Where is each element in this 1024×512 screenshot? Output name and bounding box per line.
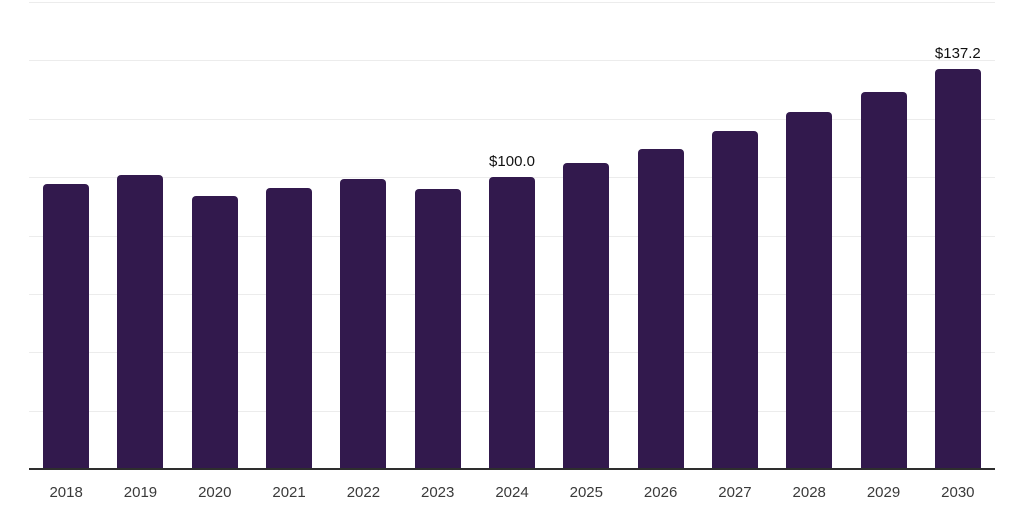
bar-2018 [43, 183, 90, 469]
gridline-y160 [29, 2, 995, 3]
gridline-y120 [29, 118, 995, 120]
bar-2023 [414, 189, 461, 469]
x-tick-label-2023: 2023 [421, 484, 455, 501]
bar-2020 [191, 196, 238, 469]
x-tick-label-2024: 2024 [495, 484, 529, 501]
x-tick-label-2026: 2026 [643, 484, 678, 501]
x-tick-label-2027: 2027 [718, 484, 752, 501]
x-tick-label-2028: 2028 [792, 484, 826, 501]
gridline-y140 [29, 60, 995, 62]
bar-2021 [266, 188, 313, 469]
x-tick-label-2019: 2019 [123, 484, 158, 501]
x-tick-label-2025: 2025 [569, 484, 603, 501]
bar-2024 [489, 177, 535, 469]
bar-2019 [117, 175, 164, 469]
bar-2026 [637, 149, 684, 469]
x-tick-label-2020: 2020 [198, 484, 232, 501]
bar-2028 [786, 112, 833, 469]
bar-2025 [563, 163, 610, 469]
bar-2030 [934, 68, 981, 469]
x-axis-line [29, 468, 995, 470]
bar-2029 [860, 91, 907, 469]
bar-2022 [340, 178, 387, 469]
x-tick-label-2018: 2018 [49, 484, 83, 501]
bar-2027 [711, 131, 758, 469]
value-label-2024: $100.0 [489, 153, 535, 171]
x-tick-label-2030: 2030 [941, 484, 975, 501]
x-tick-label-2021: 2021 [272, 484, 306, 501]
x-tick-label-2029: 2029 [866, 484, 901, 501]
value-label-2030: $137.2 [934, 44, 981, 62]
x-tick-label-2022: 2022 [346, 484, 381, 501]
